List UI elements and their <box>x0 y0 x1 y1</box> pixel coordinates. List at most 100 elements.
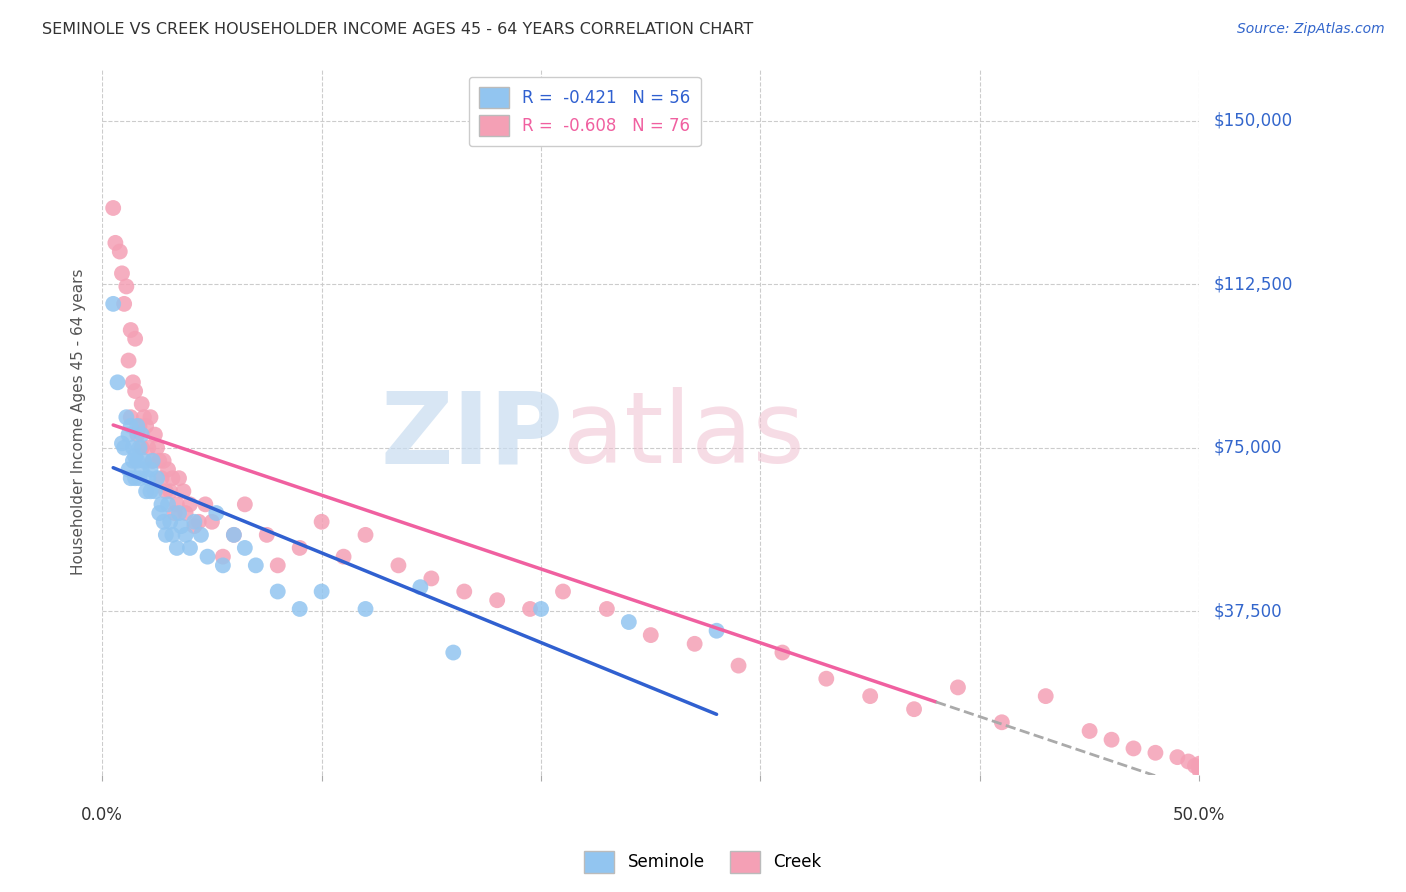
Point <box>155 528 177 542</box>
Point <box>179 497 201 511</box>
Point <box>183 519 205 533</box>
Point <box>946 681 969 695</box>
Y-axis label: Householder Income Ages 45 - 64 years: Householder Income Ages 45 - 64 years <box>72 268 86 574</box>
Text: $37,500: $37,500 <box>1213 602 1282 620</box>
Point <box>155 484 177 499</box>
Point <box>267 584 290 599</box>
Point <box>115 410 138 425</box>
Point <box>183 515 205 529</box>
Point <box>131 397 153 411</box>
Point <box>143 427 166 442</box>
Point <box>146 441 169 455</box>
Point <box>128 418 150 433</box>
Point <box>441 646 464 660</box>
Point <box>233 541 256 555</box>
Point <box>770 646 793 660</box>
Point <box>124 450 146 464</box>
Point <box>159 515 181 529</box>
Point <box>267 558 290 573</box>
Point <box>222 528 245 542</box>
Point <box>131 441 153 455</box>
Point <box>107 376 129 390</box>
Text: ZIP: ZIP <box>380 387 562 484</box>
Point <box>127 454 149 468</box>
Point <box>551 584 574 599</box>
Point <box>190 528 212 542</box>
Point <box>194 497 217 511</box>
Point <box>167 471 190 485</box>
Point <box>117 462 139 476</box>
Point <box>197 549 219 564</box>
Text: Source: ZipAtlas.com: Source: ZipAtlas.com <box>1237 22 1385 37</box>
Point <box>127 427 149 442</box>
Point <box>859 689 882 703</box>
Point <box>146 471 169 485</box>
Point <box>530 602 553 616</box>
Point <box>131 462 153 476</box>
Point <box>706 624 728 638</box>
Point <box>596 602 619 616</box>
Point <box>1184 759 1206 773</box>
Point <box>111 436 134 450</box>
Point <box>103 201 125 215</box>
Point <box>617 615 640 629</box>
Point <box>167 506 190 520</box>
Point <box>124 471 146 485</box>
Point <box>640 628 662 642</box>
Point <box>162 528 184 542</box>
Point <box>139 410 162 425</box>
Point <box>205 506 228 520</box>
Point <box>139 462 162 476</box>
Point <box>1122 741 1144 756</box>
Legend: R =  -0.421   N = 56, R =  -0.608   N = 76: R = -0.421 N = 56, R = -0.608 N = 76 <box>470 77 700 146</box>
Point <box>152 454 174 468</box>
Point <box>332 549 354 564</box>
Point <box>311 515 333 529</box>
Point <box>139 484 162 499</box>
Point <box>117 353 139 368</box>
Point <box>212 558 235 573</box>
Point <box>354 528 377 542</box>
Point <box>170 519 193 533</box>
Text: 50.0%: 50.0% <box>1173 806 1226 824</box>
Point <box>120 418 142 433</box>
Point <box>1078 723 1101 738</box>
Point <box>148 454 170 468</box>
Point <box>132 410 155 425</box>
Point <box>127 418 149 433</box>
Point <box>142 454 165 468</box>
Point <box>387 558 409 573</box>
Point <box>128 441 150 455</box>
Point <box>174 528 197 542</box>
Point <box>150 471 173 485</box>
Point <box>815 672 838 686</box>
Point <box>143 484 166 499</box>
Point <box>108 244 131 259</box>
Point <box>1144 746 1167 760</box>
Point <box>117 427 139 442</box>
Point <box>174 506 197 520</box>
Point <box>120 410 142 425</box>
Point <box>311 584 333 599</box>
Text: 0.0%: 0.0% <box>82 806 124 824</box>
Point <box>148 506 170 520</box>
Text: $75,000: $75,000 <box>1213 439 1282 457</box>
Point <box>124 332 146 346</box>
Point <box>409 580 432 594</box>
Point <box>163 506 186 520</box>
Point <box>201 515 224 529</box>
Point <box>1101 732 1123 747</box>
Point <box>103 297 125 311</box>
Point <box>212 549 235 564</box>
Point <box>683 637 706 651</box>
Point <box>256 528 278 542</box>
Point <box>172 484 194 499</box>
Point <box>354 602 377 616</box>
Point <box>1035 689 1057 703</box>
Point <box>132 454 155 468</box>
Point <box>1188 763 1211 777</box>
Point <box>233 497 256 511</box>
Point <box>150 497 173 511</box>
Point <box>519 602 541 616</box>
Point <box>136 441 159 455</box>
